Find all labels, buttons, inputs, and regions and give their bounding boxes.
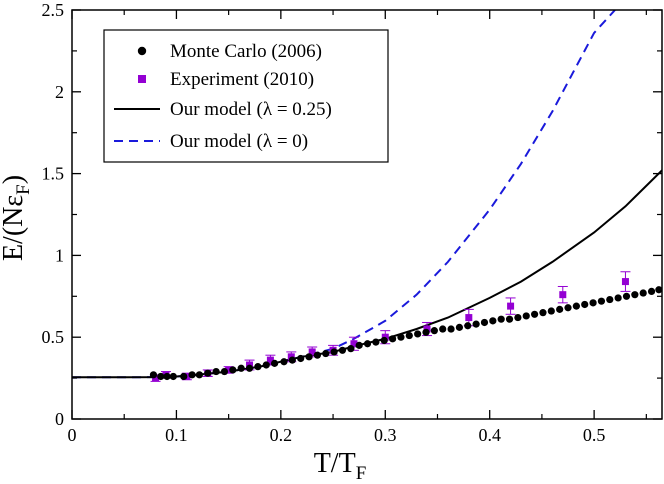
monte-carlo-point — [597, 297, 606, 305]
monte-carlo-point — [405, 331, 413, 340]
monte-carlo-point — [497, 315, 505, 323]
monte-carlo-point — [556, 305, 564, 313]
experiment-point — [225, 366, 233, 374]
experiment-point — [507, 302, 515, 310]
monte-carlo-point — [531, 310, 539, 318]
x-tick-label: 0.3 — [374, 425, 397, 445]
y-tick-label: 1 — [55, 245, 64, 265]
monte-carlo-point — [472, 320, 480, 328]
experiment-point — [350, 340, 358, 348]
monte-carlo-point — [229, 366, 237, 374]
monte-carlo-point — [288, 356, 296, 364]
x-tick-label: 0.4 — [478, 425, 501, 445]
y-tick-label: 2 — [55, 82, 64, 102]
legend-label-lambda-0: Our model (λ = 0) — [170, 131, 308, 152]
monte-carlo-point — [622, 292, 631, 300]
monte-carlo-point — [581, 300, 589, 309]
monte-carlo-point — [188, 371, 196, 379]
monte-carlo-point — [564, 304, 572, 312]
legend-marker-experiment — [138, 75, 146, 83]
y-tick-label: 1.5 — [42, 164, 65, 184]
monte-carlo-point — [204, 369, 212, 377]
monte-carlo-point — [505, 315, 514, 323]
monte-carlo-point — [606, 295, 614, 304]
monte-carlo-point — [355, 341, 363, 349]
monte-carlo-point — [414, 330, 422, 338]
monte-carlo-point — [212, 367, 220, 376]
monte-carlo-point — [338, 346, 347, 354]
monte-carlo-point — [430, 327, 438, 335]
x-tick-label: 0.2 — [270, 425, 293, 445]
monte-carlo-point — [347, 345, 355, 353]
monte-carlo-point — [522, 312, 530, 320]
monte-carlo-point — [422, 328, 430, 336]
legend: Monte Carlo (2006) Experiment (2010) Our… — [103, 29, 389, 163]
monte-carlo-point — [254, 363, 262, 371]
monte-carlo-point — [514, 313, 522, 322]
y-tick-label: 0.5 — [42, 327, 65, 347]
monte-carlo-point — [169, 372, 177, 381]
experiment-point — [465, 314, 473, 322]
monte-carlo-point — [539, 309, 547, 317]
monte-carlo-point — [489, 317, 497, 325]
legend-label-monte-carlo: Monte Carlo (2006) — [170, 41, 322, 62]
experiment-point — [308, 348, 316, 356]
monte-carlo-point — [388, 335, 397, 343]
monte-carlo-point — [572, 302, 580, 310]
x-tick-label: 0.1 — [165, 425, 188, 445]
legend-label-lambda-025: Our model (λ = 0.25) — [170, 99, 332, 120]
monte-carlo-point — [220, 367, 229, 376]
monte-carlo-point — [180, 372, 188, 381]
monte-carlo-point — [447, 325, 455, 333]
monte-carlo-point — [157, 372, 165, 381]
x-tick-label: 0.5 — [583, 425, 606, 445]
monte-carlo-point — [297, 354, 305, 363]
monte-carlo-point — [237, 364, 245, 372]
monte-carlo-point — [439, 325, 447, 333]
legend-marker-monte-carlo — [137, 46, 147, 56]
monte-carlo-point — [589, 299, 597, 307]
monte-carlo-point — [614, 294, 622, 302]
monte-carlo-point — [639, 289, 647, 297]
y-tick-label: 0 — [55, 409, 64, 429]
experiment-point — [621, 278, 629, 286]
experiment-point — [266, 356, 274, 364]
experiment-point — [559, 291, 567, 299]
monte-carlo-point — [270, 359, 279, 367]
y-axis-label: E/(NεF) — [0, 175, 34, 261]
monte-carlo-point — [305, 353, 313, 361]
monte-carlo-point — [455, 323, 464, 331]
y-tick-label: 2.5 — [42, 0, 65, 20]
experiment-point — [152, 374, 160, 382]
monte-carlo-point — [380, 336, 388, 345]
x-axis-label: T/TF — [314, 448, 367, 484]
monte-carlo-point — [195, 371, 203, 379]
monte-carlo-point — [397, 333, 405, 341]
series-layer — [72, 10, 662, 382]
monte-carlo-point — [262, 361, 270, 369]
monte-carlo-point — [313, 351, 321, 359]
monte-carlo-point — [547, 307, 555, 315]
monte-carlo-point — [631, 291, 639, 299]
plot-frame — [71, 9, 663, 420]
monte-carlo-point — [245, 364, 254, 372]
monte-carlo-point — [372, 338, 380, 346]
monte-carlo-point — [280, 358, 288, 366]
monte-carlo-point — [322, 349, 330, 358]
monte-carlo-point — [330, 348, 338, 356]
monte-carlo-point — [647, 287, 656, 295]
x-tick-label: 0 — [68, 425, 77, 445]
axis-ticks: 0 0.1 0.2 0.3 0.4 0.5 0 0.5 1 1.5 2 2.5 — [42, 0, 662, 445]
legend-label-experiment: Experiment (2010) — [170, 69, 314, 90]
monte-carlo-point — [480, 318, 489, 327]
monte-carlo-point — [464, 322, 472, 330]
monte-carlo-point — [163, 372, 171, 381]
monte-carlo-point — [149, 371, 158, 379]
monte-carlo-point — [655, 286, 662, 294]
monte-carlo-point — [363, 340, 372, 348]
